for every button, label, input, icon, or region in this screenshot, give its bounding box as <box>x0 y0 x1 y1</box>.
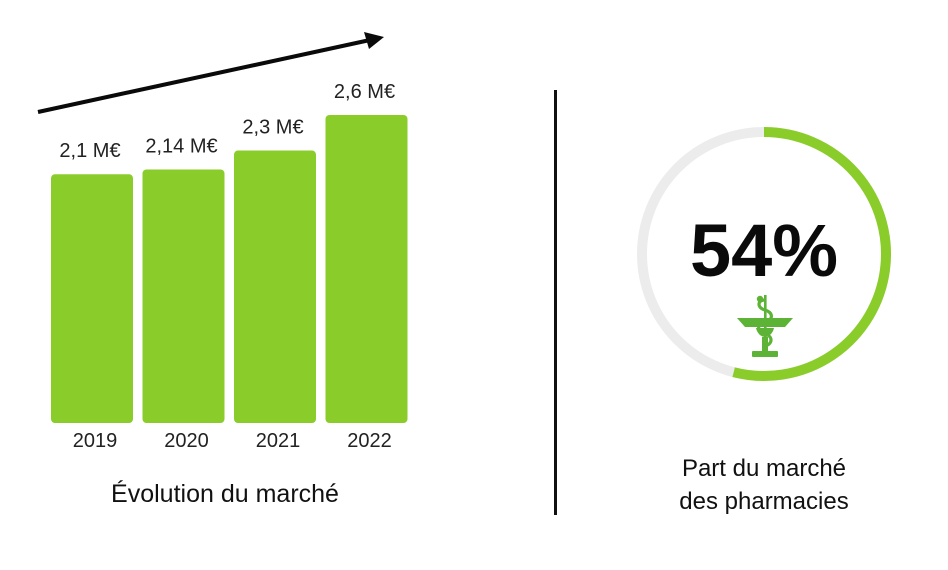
x-tick-2022: 2022 <box>347 430 392 452</box>
value-label-2022: 2,6 M€ <box>334 81 395 103</box>
value-label-2019: 2,1 M€ <box>59 140 120 162</box>
pharmacy-caduceus-icon <box>737 295 793 357</box>
value-label-2020: 2,14 M€ <box>145 135 217 157</box>
x-tick-2019: 2019 <box>73 430 118 452</box>
donut-caption: Part du marché des pharmacies <box>628 452 900 518</box>
divider-line <box>554 90 557 515</box>
donut-caption-line-1: Part du marché <box>681 455 847 482</box>
pharmacy-share-donut <box>637 127 891 381</box>
bar-2022 <box>325 115 408 423</box>
donut-caption-line-2: des pharmacies <box>679 488 849 515</box>
share-percentage: 54% <box>689 209 839 292</box>
trend-arrow <box>37 32 384 114</box>
x-tick-2020: 2020 <box>164 430 209 452</box>
bar-2019 <box>51 174 133 423</box>
bar-2021 <box>234 150 316 424</box>
value-label-2021: 2,3 M€ <box>242 117 303 139</box>
x-tick-2021: 2021 <box>256 430 301 452</box>
donut-fill-arc <box>732 127 891 381</box>
market-evolution-chart: 2,1 M€ 2,14 M€ 2,3 M€ 2,6 M€ 2019 2020 2021 20… <box>37 32 408 452</box>
bar-2020 <box>142 169 225 423</box>
bar-chart-title: Évolution du marché <box>111 480 339 508</box>
